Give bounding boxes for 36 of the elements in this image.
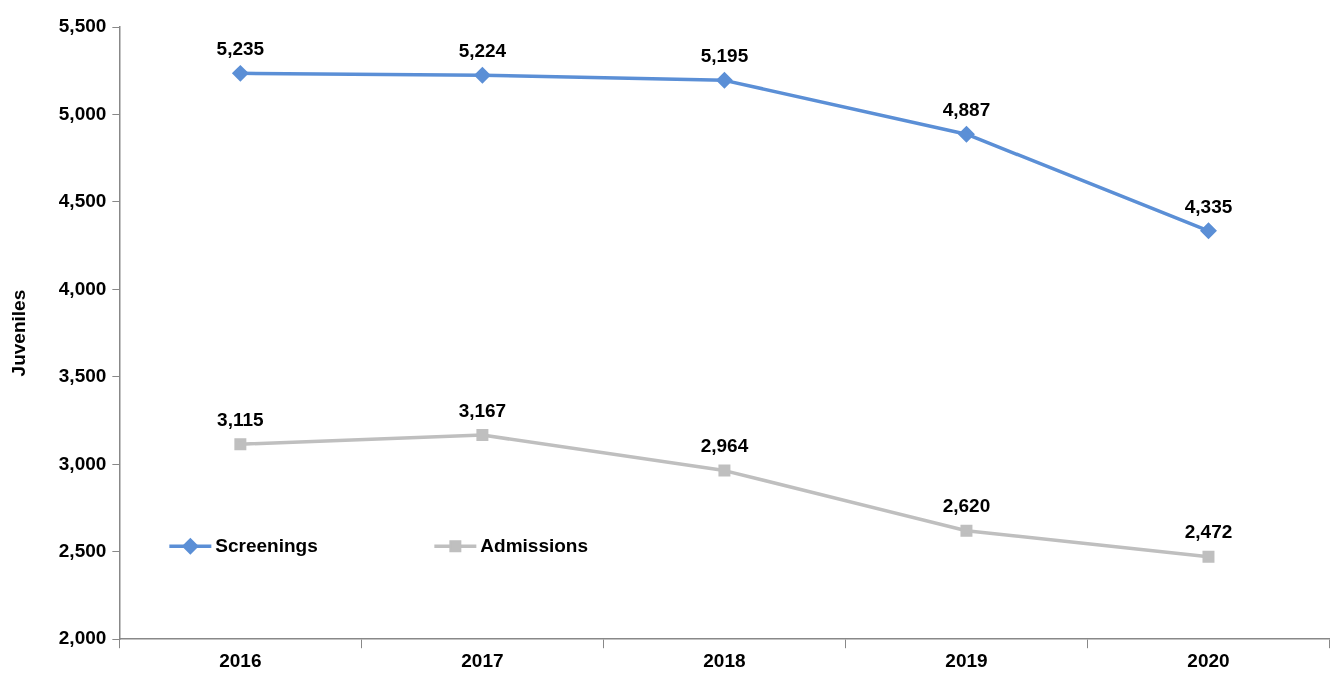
y-tick-label: 5,000 <box>58 102 107 124</box>
point <box>232 65 249 82</box>
point <box>958 126 975 142</box>
legend-label: Screenings <box>215 535 318 557</box>
point <box>474 67 491 84</box>
point <box>234 438 247 451</box>
x-tick-label: 2019 <box>945 649 988 671</box>
y-tick-label: 3,000 <box>58 452 107 474</box>
y-tick-label: 5,500 <box>58 15 107 37</box>
x-tick-label: 2016 <box>219 649 262 671</box>
point <box>716 72 733 89</box>
y-tick-label: 4,500 <box>58 190 107 212</box>
data-label: 2,964 <box>700 435 749 457</box>
y-tick-label: 3,500 <box>58 365 107 387</box>
y-axis-title: Juveniles <box>7 289 29 377</box>
point <box>476 429 489 442</box>
point <box>718 464 731 477</box>
x-tick-label: 2020 <box>1187 649 1230 671</box>
data-label: 4,335 <box>1184 195 1233 217</box>
data-label: 5,235 <box>216 38 265 60</box>
x-tick-label: 2017 <box>461 649 504 671</box>
data-label: 4,887 <box>942 98 991 120</box>
point <box>960 524 973 537</box>
y-tick-label: 2,000 <box>58 627 107 649</box>
data-label: 2,472 <box>1184 521 1233 543</box>
data-label: 3,115 <box>217 408 265 430</box>
point <box>1202 550 1215 563</box>
y-tick-label: 4,000 <box>58 277 107 299</box>
data-label: 2,620 <box>942 495 991 517</box>
y-tick-label: 2,500 <box>58 539 107 561</box>
point <box>1200 223 1217 239</box>
data-label: 3,167 <box>458 399 507 421</box>
legend-label: Admissions <box>480 535 589 557</box>
data-label: 5,195 <box>700 45 749 67</box>
x-tick-label: 2018 <box>703 649 746 671</box>
data-label: 5,224 <box>458 40 507 62</box>
